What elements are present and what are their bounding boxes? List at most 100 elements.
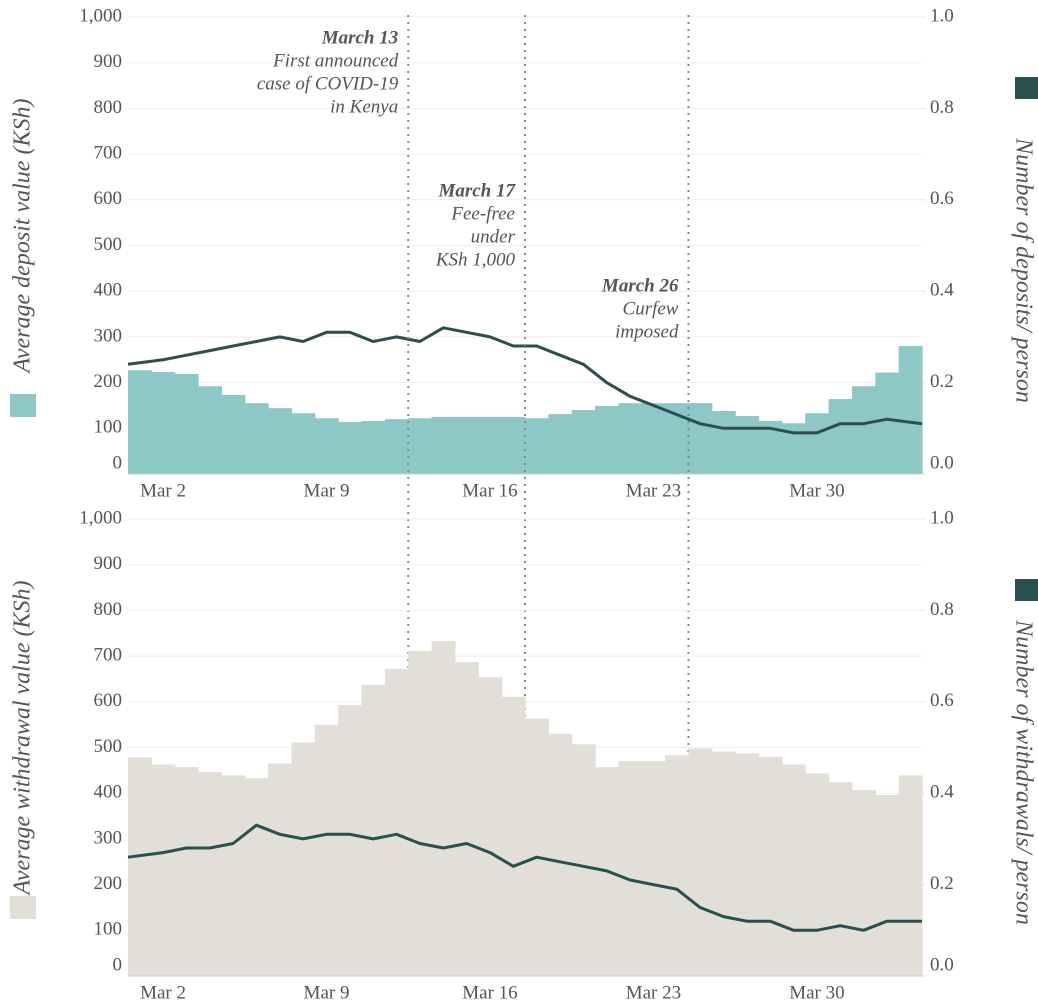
- y-tick-label: 0: [113, 452, 123, 473]
- bar: [781, 764, 806, 976]
- annotation-text: under: [471, 226, 516, 247]
- bar: [408, 418, 433, 474]
- bar: [688, 403, 713, 474]
- line: [127, 823, 922, 932]
- bar: [525, 418, 549, 474]
- y2-axis-title: Number of deposits/ person: [1010, 137, 1036, 403]
- bar: [454, 662, 479, 976]
- y-tick-label: 700: [94, 142, 123, 163]
- bar: [875, 795, 900, 976]
- bar: [384, 668, 409, 976]
- y2-tick-label: 0.0: [930, 954, 954, 975]
- bar: [221, 394, 246, 474]
- y-tick-label: 200: [94, 371, 123, 392]
- bar: [548, 733, 573, 976]
- bar: [641, 403, 666, 474]
- bar: [454, 416, 479, 474]
- bar: [291, 413, 316, 474]
- y-tick-label: 100: [94, 919, 123, 940]
- y-axis-title: Average withdrawal value (KSh): [10, 581, 36, 897]
- y-tick-label: 900: [94, 553, 123, 574]
- bar: [128, 370, 152, 474]
- x-tick-label: Mar 23: [626, 982, 681, 1003]
- y-axis-title: Average deposit value (KSh): [10, 99, 36, 375]
- x-tick-label: Mar 2: [140, 982, 186, 1003]
- y-tick-label: 400: [94, 782, 123, 803]
- bar: [198, 386, 223, 474]
- y-tick-label: 800: [94, 599, 123, 620]
- bar: [595, 405, 620, 474]
- y2-axis-title: Number of withdrawals/ person: [1010, 619, 1036, 925]
- bar: [338, 704, 363, 976]
- legend-swatch: [1015, 77, 1038, 99]
- bar: [525, 718, 549, 976]
- y2-tick-label: 0.8: [930, 599, 954, 620]
- annotation-text: case of COVID-19: [257, 73, 399, 94]
- y-tick-label: 200: [94, 873, 123, 894]
- bar: [268, 763, 293, 976]
- legend-swatch: [10, 896, 36, 919]
- x-tick-label: Mar 9: [304, 480, 350, 501]
- bar: [174, 767, 199, 976]
- bar: [151, 372, 176, 474]
- annotation-text: Curfew: [623, 298, 679, 319]
- bar: [735, 415, 760, 474]
- bar: [665, 403, 690, 474]
- y-tick-label: 1,000: [79, 507, 122, 528]
- annotation-head: March 13: [321, 27, 399, 48]
- bar: [478, 677, 503, 976]
- bar: [758, 420, 783, 474]
- x-tick-label: Mar 9: [304, 982, 350, 1003]
- y-tick-label: 1,000: [79, 5, 122, 26]
- bar: [571, 744, 596, 976]
- bar: [501, 416, 526, 474]
- y-tick-label: 300: [94, 827, 123, 848]
- bar: [151, 764, 176, 976]
- bar: [128, 757, 152, 976]
- bar: [268, 408, 293, 474]
- y-tick-label: 300: [94, 325, 123, 346]
- bar: [665, 755, 690, 976]
- x-tick-label: Mar 30: [789, 982, 844, 1003]
- y-tick-label: 100: [94, 417, 123, 438]
- bar: [805, 773, 830, 976]
- x-tick-label: Mar 30: [789, 480, 844, 501]
- bar: [431, 641, 456, 976]
- bar: [314, 724, 339, 976]
- bar: [384, 419, 409, 474]
- x-tick-label: Mar 2: [140, 480, 186, 501]
- y2-tick-label: 1.0: [930, 507, 954, 528]
- bar: [431, 416, 456, 474]
- legend-swatch: [10, 394, 36, 417]
- y2-tick-label: 0.6: [930, 188, 954, 209]
- bar: [711, 751, 736, 976]
- bar: [571, 410, 596, 474]
- bar: [851, 790, 876, 976]
- y-tick-label: 800: [94, 97, 123, 118]
- y-tick-label: 500: [94, 736, 123, 757]
- y2-tick-label: 1.0: [930, 5, 954, 26]
- annotation-text: in Kenya: [330, 96, 398, 117]
- y-tick-label: 400: [94, 280, 123, 301]
- y2-tick-label: 0.8: [930, 97, 954, 118]
- bar: [828, 782, 853, 976]
- y2-tick-label: 0.6: [930, 690, 954, 711]
- y-tick-label: 900: [94, 51, 123, 72]
- bar: [851, 386, 876, 474]
- bar: [688, 748, 713, 976]
- y2-tick-label: 0.2: [930, 371, 954, 392]
- y2-tick-label: 0.0: [930, 452, 954, 473]
- bar: [198, 772, 223, 976]
- bar: [244, 778, 269, 976]
- y2-tick-label: 0.4: [930, 280, 954, 301]
- y-tick-label: 600: [94, 690, 123, 711]
- annotation-text: KSh 1,000: [435, 249, 516, 270]
- bar: [408, 651, 433, 976]
- bar: [641, 761, 666, 976]
- annotation-text: First announced: [272, 50, 399, 71]
- y-tick-label: 0: [113, 954, 123, 975]
- bar: [221, 775, 246, 976]
- bar: [361, 684, 386, 976]
- bar: [711, 410, 736, 474]
